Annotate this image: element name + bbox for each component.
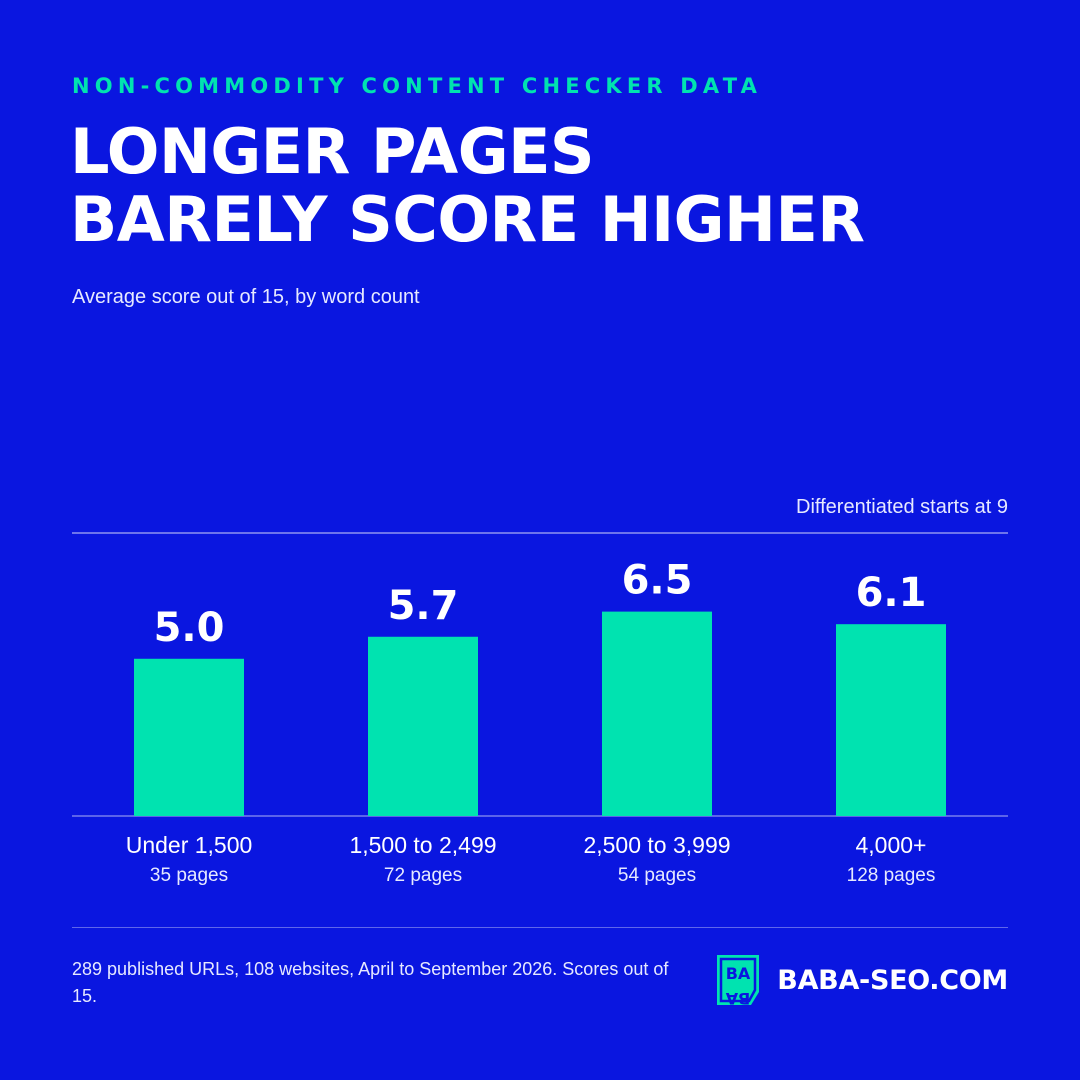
bar-value-label: 6.1 <box>856 570 927 616</box>
category-label: 2,500 to 3,999 54 pages <box>547 832 767 887</box>
brand[interactable]: BA BA BABA-SEO.COM <box>713 952 1008 1008</box>
category-page-count: 72 pages <box>383 865 463 886</box>
page-title: LONGER PAGES BARELY SCORE HIGHER <box>70 118 1030 254</box>
baba-logo-icon: BA BA <box>717 955 760 1008</box>
svg-text:BA: BA <box>725 989 750 1008</box>
brand-name[interactable]: BABA-SEO.COM <box>777 964 1008 996</box>
category-name: 1,500 to 2,499 <box>349 832 497 858</box>
eyebrow-label: NON-COMMODITY CONTENT CHECKER DATA <box>72 74 763 98</box>
title-line-1: LONGER PAGES <box>70 115 595 188</box>
title-line-2: BARELY SCORE HIGHER <box>70 183 865 256</box>
bar <box>602 611 712 816</box>
category-name: 4,000+ <box>855 832 927 858</box>
svg-text:BA: BA <box>726 964 751 983</box>
category-page-count: 35 pages <box>149 865 229 886</box>
category-label: 4,000+ 128 pages <box>781 832 1001 887</box>
category-page-count: 54 pages <box>617 865 697 886</box>
footnote: 289 published URLs, 108 websites, April … <box>72 959 669 1006</box>
bar-value-label: 5.0 <box>154 605 225 651</box>
category-name: Under 1,500 <box>125 832 253 858</box>
category-label: 1,500 to 2,499 72 pages <box>313 832 533 887</box>
bar <box>134 658 244 816</box>
bar-value-label: 6.5 <box>622 558 693 604</box>
bar <box>368 636 478 816</box>
category-label: Under 1,500 35 pages <box>79 832 299 887</box>
chart-subtitle: Average score out of 15, by word count <box>72 286 420 308</box>
bar-value-label: 5.7 <box>388 583 459 629</box>
category-page-count: 128 pages <box>846 865 936 886</box>
threshold-label: Differentiated starts at 9 <box>796 496 1008 518</box>
footer-divider <box>72 927 1008 928</box>
bar <box>836 624 946 816</box>
category-name: 2,500 to 3,999 <box>583 832 731 858</box>
